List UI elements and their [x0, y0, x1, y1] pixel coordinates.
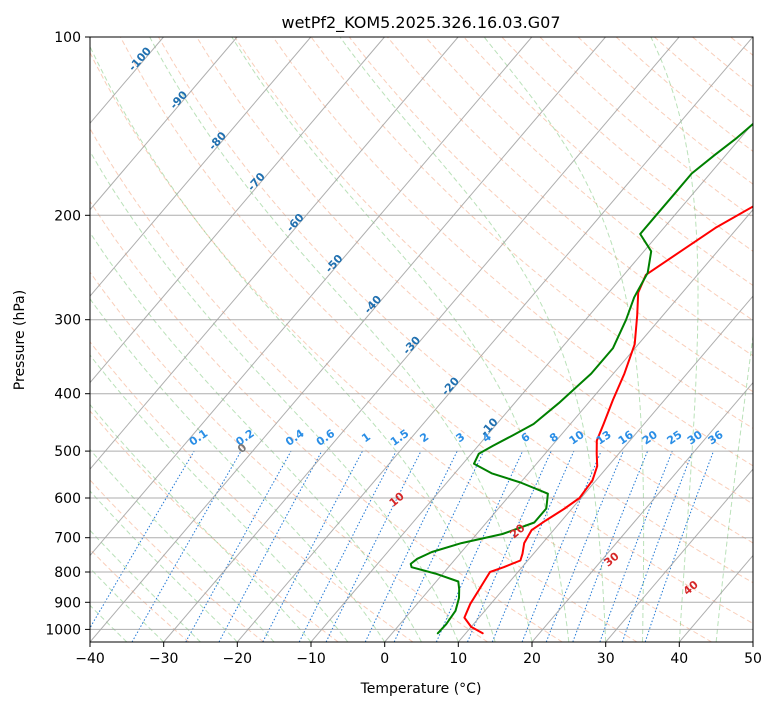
- x-tick-label: −10: [296, 651, 326, 667]
- isotherm-line: [310, 122, 753, 642]
- moist-adiabat-line: [483, 37, 645, 642]
- mixing-ratio-line: [572, 450, 649, 642]
- moist-adiabat-line: [231, 37, 570, 642]
- isotherm-line: [90, 37, 238, 211]
- y-tick-label: 700: [54, 531, 81, 547]
- moist-adiabat-line: [90, 448, 275, 642]
- moist-adiabat-line: [149, 37, 533, 642]
- x-tick-label: 40: [670, 651, 688, 667]
- moist-adiabat-line: [90, 403, 312, 642]
- dry-adiabat-line: [234, 37, 753, 505]
- isotherm-line: [90, 37, 385, 384]
- isotherm-line: [457, 295, 753, 642]
- x-tick-label: −40: [75, 651, 105, 667]
- dry-adiabat-line: [272, 37, 753, 467]
- dry-adiabat-line: [90, 410, 339, 642]
- y-axis-title: Pressure (hPa): [12, 290, 28, 390]
- isotherm-line: [236, 37, 753, 642]
- mixing-ratio-line: [599, 450, 673, 642]
- mixing-ratio-line: [621, 450, 694, 642]
- x-tick-label: 10: [449, 651, 467, 667]
- mixing-ratio-line: [298, 450, 397, 642]
- x-tick-label: 50: [744, 651, 762, 667]
- isotherm-line: [90, 37, 312, 297]
- x-tick-label: 30: [597, 651, 615, 667]
- dry-adiabat-line: [463, 37, 753, 287]
- isotherm-line: [605, 468, 753, 642]
- dry-adiabat-line: [196, 37, 753, 544]
- dry-adiabat-line: [310, 37, 753, 429]
- x-tick-label: −20: [223, 651, 253, 667]
- moist-adiabat-line: [90, 231, 422, 642]
- isotherm-line: [90, 37, 533, 557]
- x-axis-title: Temperature (°C): [360, 681, 482, 697]
- mixing-ratio-line: [467, 450, 552, 642]
- moist-adiabat-line: [90, 150, 459, 642]
- moist-adiabat-line: [650, 37, 699, 642]
- mixing-ratio-line: [325, 450, 422, 642]
- dry-adiabat-line: [90, 200, 563, 642]
- plot-frame: [89, 36, 754, 643]
- dry-adiabat-line: [158, 37, 753, 584]
- x-tick-label: −30: [149, 651, 179, 667]
- dry-adiabat-line: [90, 51, 712, 642]
- dry-adiabat-line: [90, 479, 264, 642]
- dry-adiabat-line: [90, 271, 488, 642]
- y-tick-label: 600: [54, 491, 81, 507]
- dry-adiabat-line: [90, 127, 638, 642]
- mixing-ratio-line: [521, 450, 602, 642]
- temperature-profile-line: [463, 205, 753, 635]
- moist-adiabat-line: [339, 37, 607, 642]
- chart-title: wetPf2_KOM5.2025.326.16.03.G07: [281, 13, 560, 33]
- isotherm-line: [90, 37, 459, 470]
- y-tick-label: 800: [54, 565, 81, 581]
- moist-adiabat-line: [90, 297, 386, 642]
- dry-adiabat-line: [387, 37, 753, 357]
- mixing-ratio-line: [644, 450, 714, 642]
- y-tick-label: 200: [54, 208, 81, 224]
- isotherm-line: [90, 37, 606, 642]
- isotherm-line: [531, 381, 753, 642]
- y-tick-label: 900: [54, 595, 81, 611]
- moist-adiabat-line: [90, 45, 496, 642]
- dry-adiabat-line: [119, 37, 753, 624]
- mixing-ratio-line: [185, 450, 292, 642]
- dry-adiabat-line: [425, 37, 753, 321]
- y-tick-label: 300: [54, 313, 81, 329]
- isotherm-line: [163, 37, 680, 642]
- y-tick-label: 100: [54, 30, 81, 46]
- y-tick-label: 1000: [45, 622, 81, 638]
- x-tick-label: 20: [523, 651, 541, 667]
- mixing-ratio-line: [435, 450, 524, 642]
- dewpoint-profile-line: [409, 122, 753, 635]
- moist-adiabat-line: [715, 332, 753, 642]
- mixing-ratio-line: [545, 450, 624, 642]
- x-tick-label: 0: [380, 651, 389, 667]
- mixing-ratio-line: [218, 450, 323, 642]
- mixing-ratio-line: [262, 450, 363, 642]
- y-tick-label: 400: [54, 387, 81, 403]
- y-tick-label: 500: [54, 444, 81, 460]
